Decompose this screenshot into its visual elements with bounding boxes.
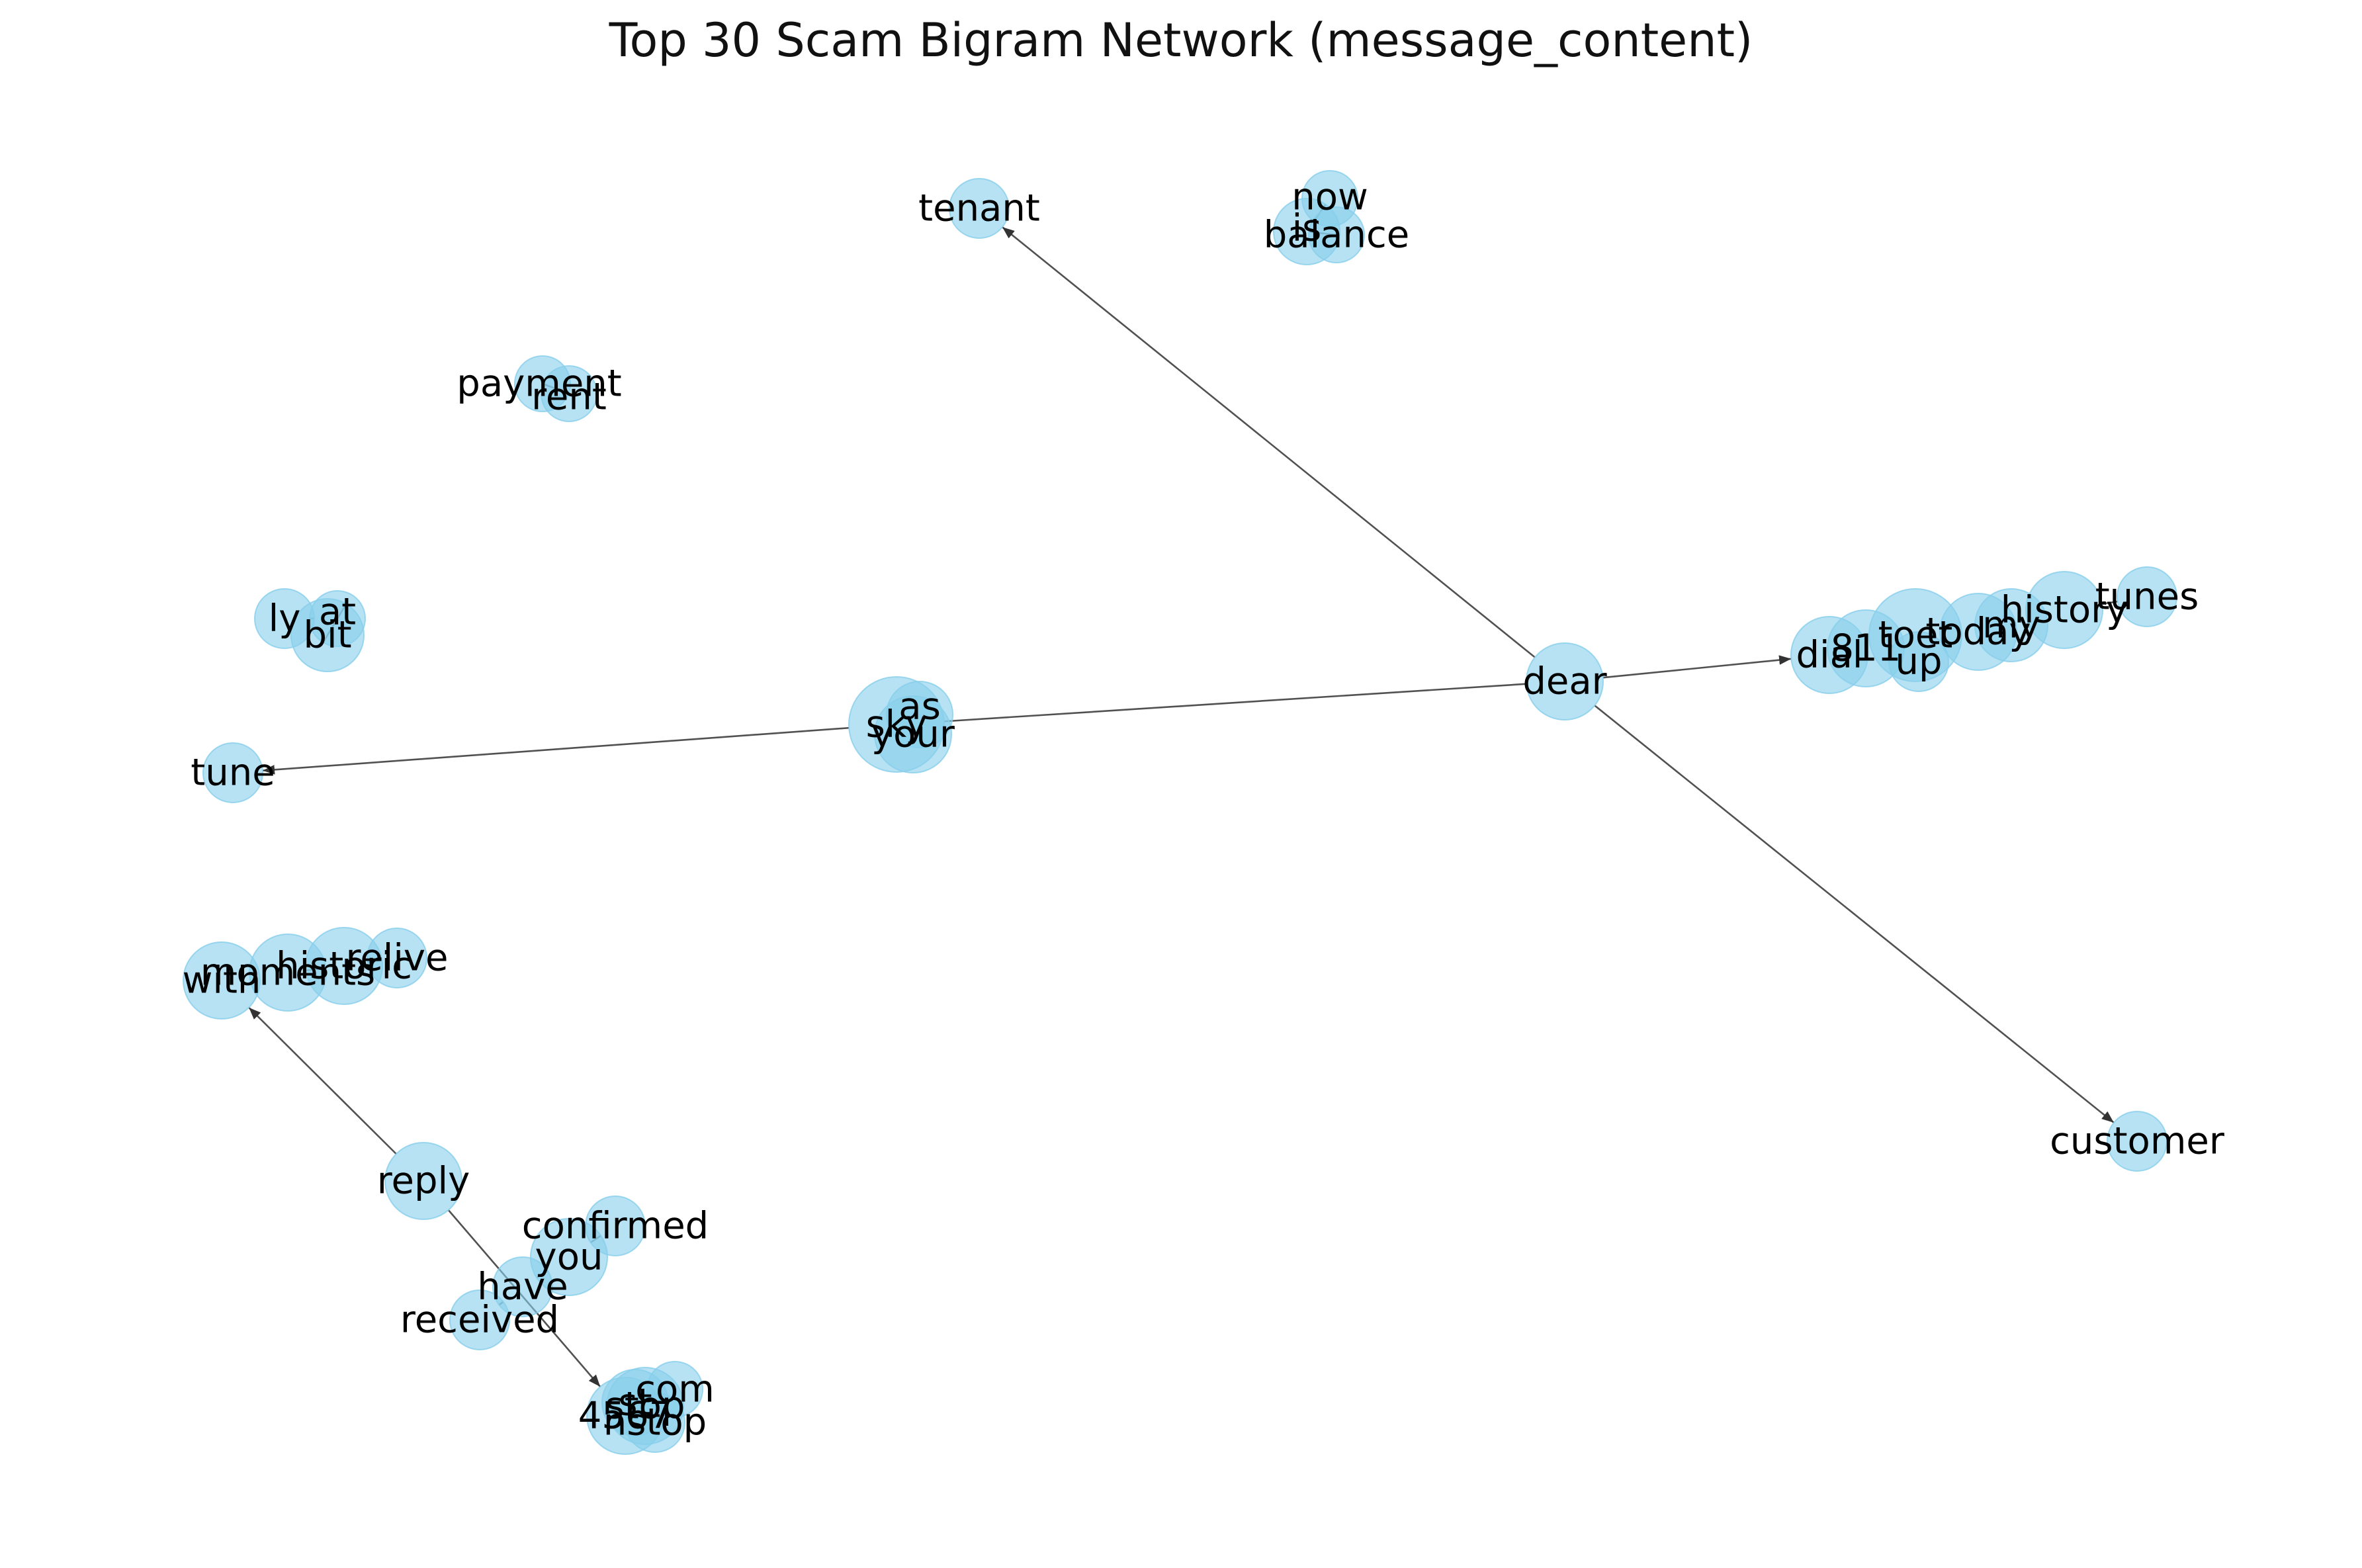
node-label-history: history [2001,589,2128,632]
node-label-ly: ly [269,597,301,640]
node-label-dear: dear [1522,660,1607,703]
node-received [449,1289,510,1350]
node-label-now: now [1291,176,1368,219]
edge-history-tunes [2102,600,2118,605]
node-label-with: with [183,959,261,1002]
edge-dear-tenant [1002,226,1536,658]
node-label-received: received [400,1299,559,1342]
node-your [874,695,952,773]
node-dear [1526,642,1604,720]
edge-reply-with [248,1006,397,1155]
node-label-nstop: nstop [603,1401,707,1444]
node-label-is: is [1292,207,1322,250]
node-label-com: com [635,1368,715,1411]
node-label-toet: toet [1878,614,1953,657]
node-customer [2107,1111,2167,1172]
node-label-my: my [1982,604,2040,647]
nodes-layer [183,170,2177,1455]
node-label-have: have [477,1266,568,1309]
node-label-reply: reply [377,1160,470,1203]
node-history [2025,571,2103,649]
edge-dear-dial [1602,655,1792,679]
node-label-811: 811 [1831,627,1902,670]
node-label-4567: 4567 [578,1395,673,1438]
node-label-moments: moments [200,951,375,994]
node-label-tune: tune [191,752,275,795]
node-label-today: today [1925,611,2031,654]
node-label-dial: dial [1796,634,1863,677]
node-tunes [2117,566,2177,627]
node-have [492,1256,553,1317]
node-label-tunes: tunes [2095,576,2199,619]
node-nstop [625,1392,685,1453]
edge-sky-tune [262,726,850,775]
node-relive [367,928,427,988]
node-label-up: up [1895,640,1942,683]
node-bit [290,598,365,672]
edge-dear-sky [943,683,1527,722]
node-label-as: as [898,685,941,728]
node-tune [202,742,263,803]
node-label-rent: rent [531,376,607,419]
node-label-tenant: tenant [918,187,1040,230]
node-label-bit: bit [303,614,351,657]
node-label-st: st [618,1381,652,1424]
node-tenant [949,178,1010,239]
node-label-relive: relive [346,937,449,980]
node-label-customer: customer [2050,1120,2225,1163]
node-label-you: you [535,1236,603,1279]
edge-dear-customer [1594,705,2115,1123]
node-reply [384,1142,462,1220]
node-label-stop: stop [605,1385,685,1428]
node-label-confirmed: confirmed [522,1205,709,1248]
node-label-historic: historic [276,945,412,988]
chart-title: Top 30 Scam Bigram Network (message_cont… [609,13,1753,67]
node-label-sky: sky [866,703,928,746]
node-balance [1308,206,1365,263]
node-label-at: at [319,591,356,634]
node-rent [541,365,597,422]
node-label-balance: balance [1264,214,1409,257]
node-label-your: your [871,713,955,756]
node-label-payment: payment [457,363,621,406]
